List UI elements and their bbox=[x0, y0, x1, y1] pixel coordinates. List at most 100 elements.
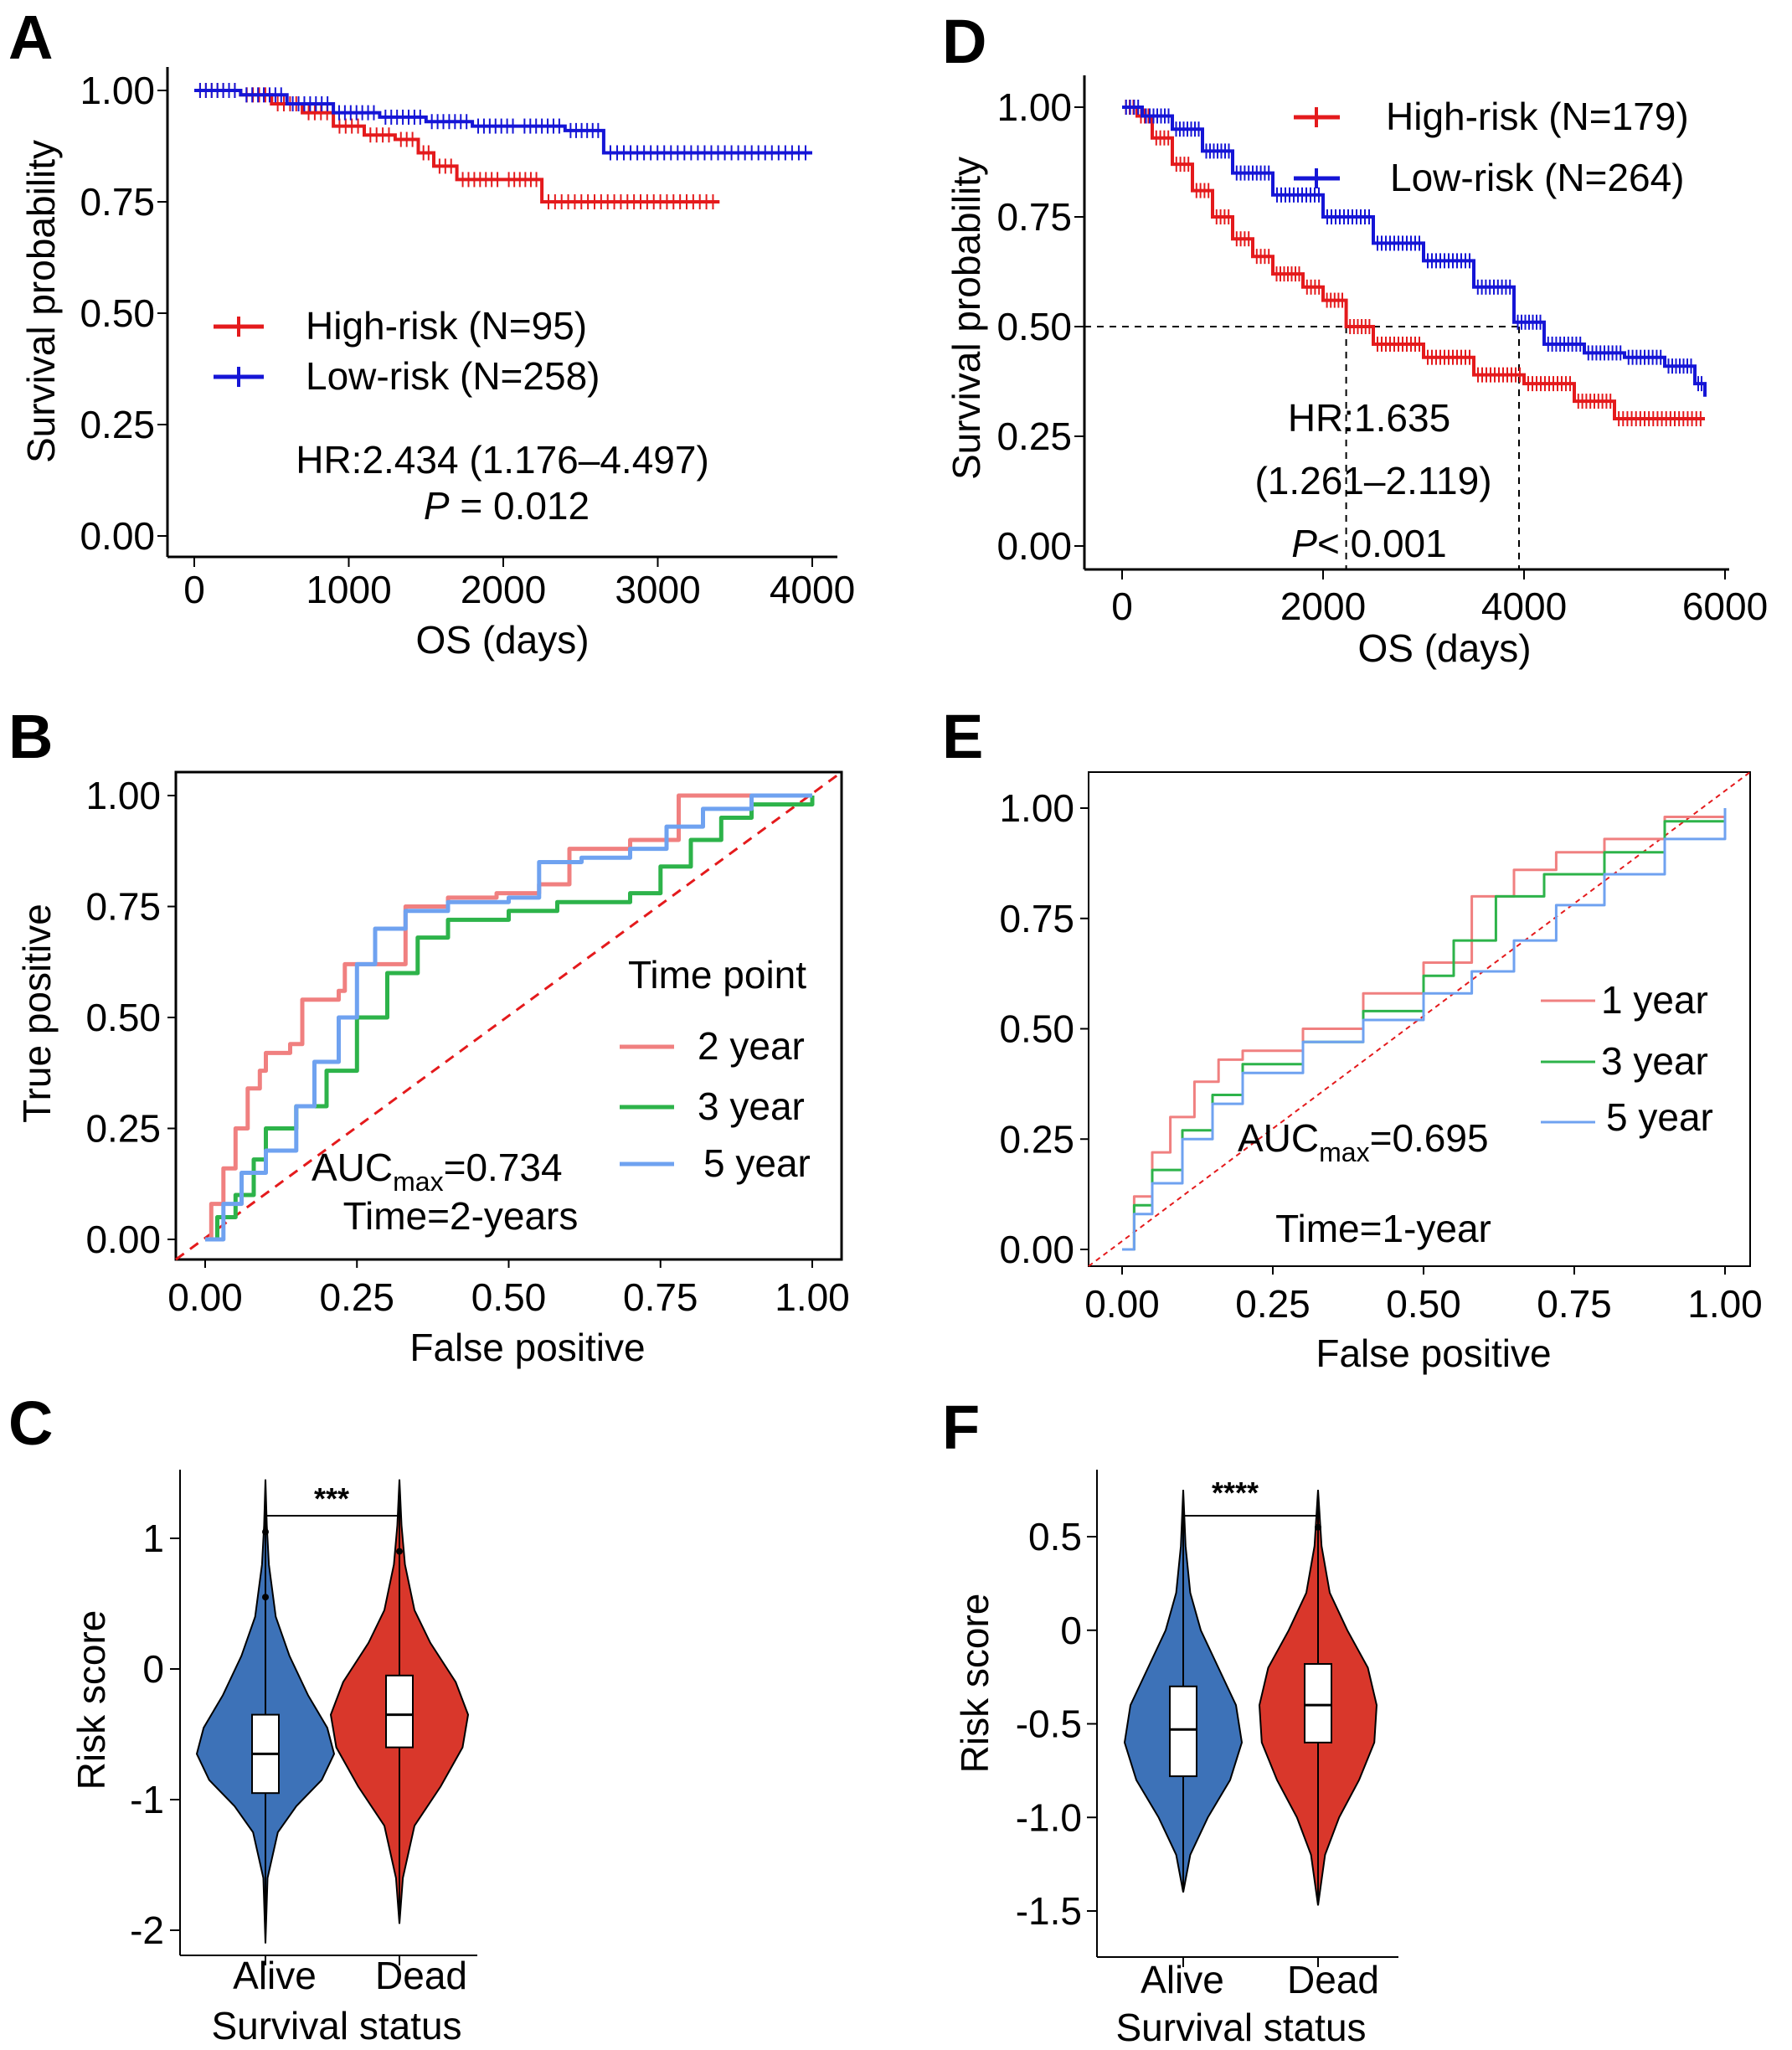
panel-c-x-axis-title: Survival status bbox=[211, 2004, 461, 2047]
panel-e-roc-plot: 0.00 0.25 0.50 0.75 1.00 0.00 0.25 0.50 0.75 1.0… bbox=[999, 771, 1763, 1375]
panel-d-y-tick-label: 0.50 bbox=[996, 305, 1072, 348]
panel-f-alive-box bbox=[1169, 1685, 1197, 1778]
panel-e-legend-3-year-label: 3 year bbox=[1601, 1039, 1708, 1083]
panel-e-y-tick-label: 0.75 bbox=[999, 897, 1074, 940]
panel-c-x-label-alive: Alive bbox=[233, 1954, 317, 1997]
panel-c-y-tick-label: -2 bbox=[130, 1908, 164, 1952]
panel-b-legend-3-year-label: 3 year bbox=[698, 1084, 805, 1128]
panel-c-y-tick-label: 0 bbox=[142, 1647, 164, 1691]
panel-b-time-label: Time=2-years bbox=[343, 1194, 579, 1238]
panel-e-x-tick-label: 0.25 bbox=[1235, 1282, 1311, 1326]
panel-f-violin-plot: -1.5 -1.0 -0.5 0 0.5 **** Alive Dead Surviva… bbox=[953, 1470, 1398, 2049]
panel-f-y-tick-label: -1.0 bbox=[1016, 1795, 1082, 1839]
panel-f-y-ticks: -1.5 -1.0 -0.5 0 0.5 bbox=[1016, 1515, 1097, 1933]
panel-f-y-tick-label: 0.5 bbox=[1028, 1515, 1082, 1558]
panel-a-y-tick-label: 0.25 bbox=[80, 403, 155, 446]
panel-a-curve-high-risk-n-95 bbox=[194, 89, 720, 203]
panel-a-survival-plot: 0 1000 2000 3000 4000 0.00 0.25 0.50 0.75 1.00 O… bbox=[19, 67, 855, 662]
panel-b-y-tick-label: 0.75 bbox=[85, 885, 161, 929]
panel-e-legend-1-year-label: 1 year bbox=[1601, 978, 1708, 1022]
panel-c-y-ticks: -2 -1 0 1 bbox=[130, 1517, 180, 1952]
panel-d-x-axis-title: OS (days) bbox=[1357, 626, 1531, 670]
panel-b-curves bbox=[205, 793, 815, 1242]
panel-b-y-tick-label: 1.00 bbox=[85, 774, 161, 817]
panel-d-median-survival-lines bbox=[1084, 326, 1520, 569]
panel-c-x-label-dead: Dead bbox=[375, 1954, 467, 1997]
panel-a-y-tick-label: 0.75 bbox=[80, 180, 155, 224]
panel-f-x-axis-title: Survival status bbox=[1115, 2006, 1366, 2049]
panel-e-x-tick-label: 0.75 bbox=[1537, 1282, 1612, 1326]
panel-b-legend-5-year-label: 5 year bbox=[703, 1141, 811, 1185]
panel-a-x-tick-label: 3000 bbox=[615, 568, 700, 611]
panel-e-roc-curve-3-year bbox=[1122, 808, 1727, 1251]
panel-a-x-ticks: 0 1000 2000 3000 4000 bbox=[183, 557, 855, 611]
panel-d-confidence-interval: (1.261–2.119) bbox=[1254, 459, 1491, 502]
panel-e-y-tick-label: 0.00 bbox=[999, 1228, 1074, 1271]
panel-a-x-tick-label: 2000 bbox=[461, 568, 546, 611]
panel-b-y-tick-label: 0.00 bbox=[85, 1218, 161, 1261]
panel-f-significance-label: **** bbox=[1212, 1476, 1259, 1510]
panel-d-hazard-ratio: HR:1.635 bbox=[1288, 396, 1450, 440]
panel-c-y-axis-title: Risk score bbox=[70, 1610, 113, 1790]
panel-a-curve-low-risk-n-258 bbox=[194, 89, 812, 155]
panel-b-x-tick-label: 0.25 bbox=[319, 1275, 394, 1319]
panel-d-p-value: P< 0.001 bbox=[1291, 522, 1446, 565]
panel-c-alive-outlier bbox=[262, 1594, 269, 1601]
panel-letter-f: F bbox=[942, 1393, 980, 1462]
panel-b-roc-curve-5-year bbox=[205, 793, 812, 1242]
panel-b-x-tick-label: 0.50 bbox=[471, 1275, 547, 1319]
panel-letter-b: B bbox=[8, 702, 53, 771]
panel-c-y-tick-label: -1 bbox=[130, 1778, 164, 1821]
panel-c-alive-outlier bbox=[262, 1528, 269, 1536]
panel-b-x-axis-title: False positive bbox=[409, 1326, 645, 1369]
panel-letter-a: A bbox=[8, 3, 53, 72]
panel-b-y-axis-title: True positive bbox=[15, 904, 59, 1123]
panel-b-roc-curve-2-year bbox=[205, 793, 812, 1242]
panel-c-dead-outlier bbox=[396, 1548, 403, 1555]
panel-b-x-tick-label: 0.75 bbox=[623, 1275, 698, 1319]
panel-d-y-tick-label: 0.00 bbox=[996, 524, 1072, 568]
panel-e-x-ticks: 0.00 0.25 0.50 0.75 1.00 bbox=[1084, 1266, 1763, 1326]
panel-e-x-tick-label: 1.00 bbox=[1687, 1282, 1763, 1326]
panel-b-y-tick-label: 0.50 bbox=[85, 996, 161, 1039]
panel-d-legend-high-risk-label: High-risk (N=179) bbox=[1386, 95, 1689, 138]
panel-letter-d: D bbox=[942, 7, 986, 76]
panel-a-legend-low-risk-label: Low-risk (N=258) bbox=[306, 354, 600, 398]
panel-d-x-tick-label: 2000 bbox=[1280, 585, 1366, 628]
panel-e-x-tick-label: 0.00 bbox=[1084, 1282, 1160, 1326]
panel-e-y-tick-label: 1.00 bbox=[999, 786, 1074, 830]
panel-f-x-label-alive: Alive bbox=[1141, 1958, 1224, 2001]
panel-d-curves bbox=[1122, 100, 1707, 427]
panel-c-significance-label: *** bbox=[314, 1481, 349, 1516]
panel-d-legend-low-risk-label: Low-risk (N=264) bbox=[1390, 156, 1685, 199]
panel-letter-c: C bbox=[8, 1388, 53, 1458]
panel-c-violin-plot: -2 -1 0 1 *** Alive Dead Survival status Ri… bbox=[70, 1470, 477, 2047]
panel-f-dead-box bbox=[1304, 1662, 1332, 1744]
panel-a-hazard-ratio: HR:2.434 (1.176–4.497) bbox=[296, 438, 709, 482]
panel-d-x-tick-label: 6000 bbox=[1682, 585, 1768, 628]
panel-f-y-tick-label: 0 bbox=[1060, 1609, 1082, 1652]
panel-d-curve-low-risk-n-264 bbox=[1122, 106, 1707, 397]
panel-a-x-tick-label: 1000 bbox=[306, 568, 391, 611]
panel-a-y-axis-title: Survival probability bbox=[19, 140, 63, 463]
panel-a-y-tick-label: 0.00 bbox=[80, 514, 155, 558]
panel-b-x-ticks: 0.00 0.25 0.50 0.75 1.00 bbox=[167, 1259, 850, 1319]
panel-b-roc-curve-3-year bbox=[205, 796, 815, 1242]
panel-d-curve-high-risk-n-179 bbox=[1122, 106, 1705, 420]
panel-a-curves bbox=[194, 83, 812, 209]
panel-a-x-tick-label: 0 bbox=[183, 568, 205, 611]
panel-f-y-tick-label: -1.5 bbox=[1016, 1889, 1082, 1933]
panel-e-legend-5-year-label: 5 year bbox=[1606, 1095, 1713, 1139]
panel-b-auc-label: AUCmax=0.734 bbox=[312, 1146, 563, 1197]
panel-f-x-label-dead: Dead bbox=[1287, 1958, 1379, 2001]
panel-b-legend-2-year-label: 2 year bbox=[698, 1024, 805, 1068]
panel-f-y-tick-label: -0.5 bbox=[1016, 1702, 1082, 1746]
panel-c-dead-box bbox=[385, 1674, 414, 1749]
panel-e-auc-label: AUCmax=0.695 bbox=[1238, 1116, 1489, 1167]
panel-e-roc-curve-5-year bbox=[1122, 808, 1727, 1251]
panel-d-x-tick-label: 0 bbox=[1111, 585, 1133, 628]
panel-a-legend-high-risk-label: High-risk (N=95) bbox=[306, 304, 587, 348]
panel-c-y-tick-label: 1 bbox=[142, 1517, 164, 1560]
panel-b-y-tick-label: 0.25 bbox=[85, 1107, 161, 1151]
panel-f-violins bbox=[1123, 1490, 1378, 1906]
